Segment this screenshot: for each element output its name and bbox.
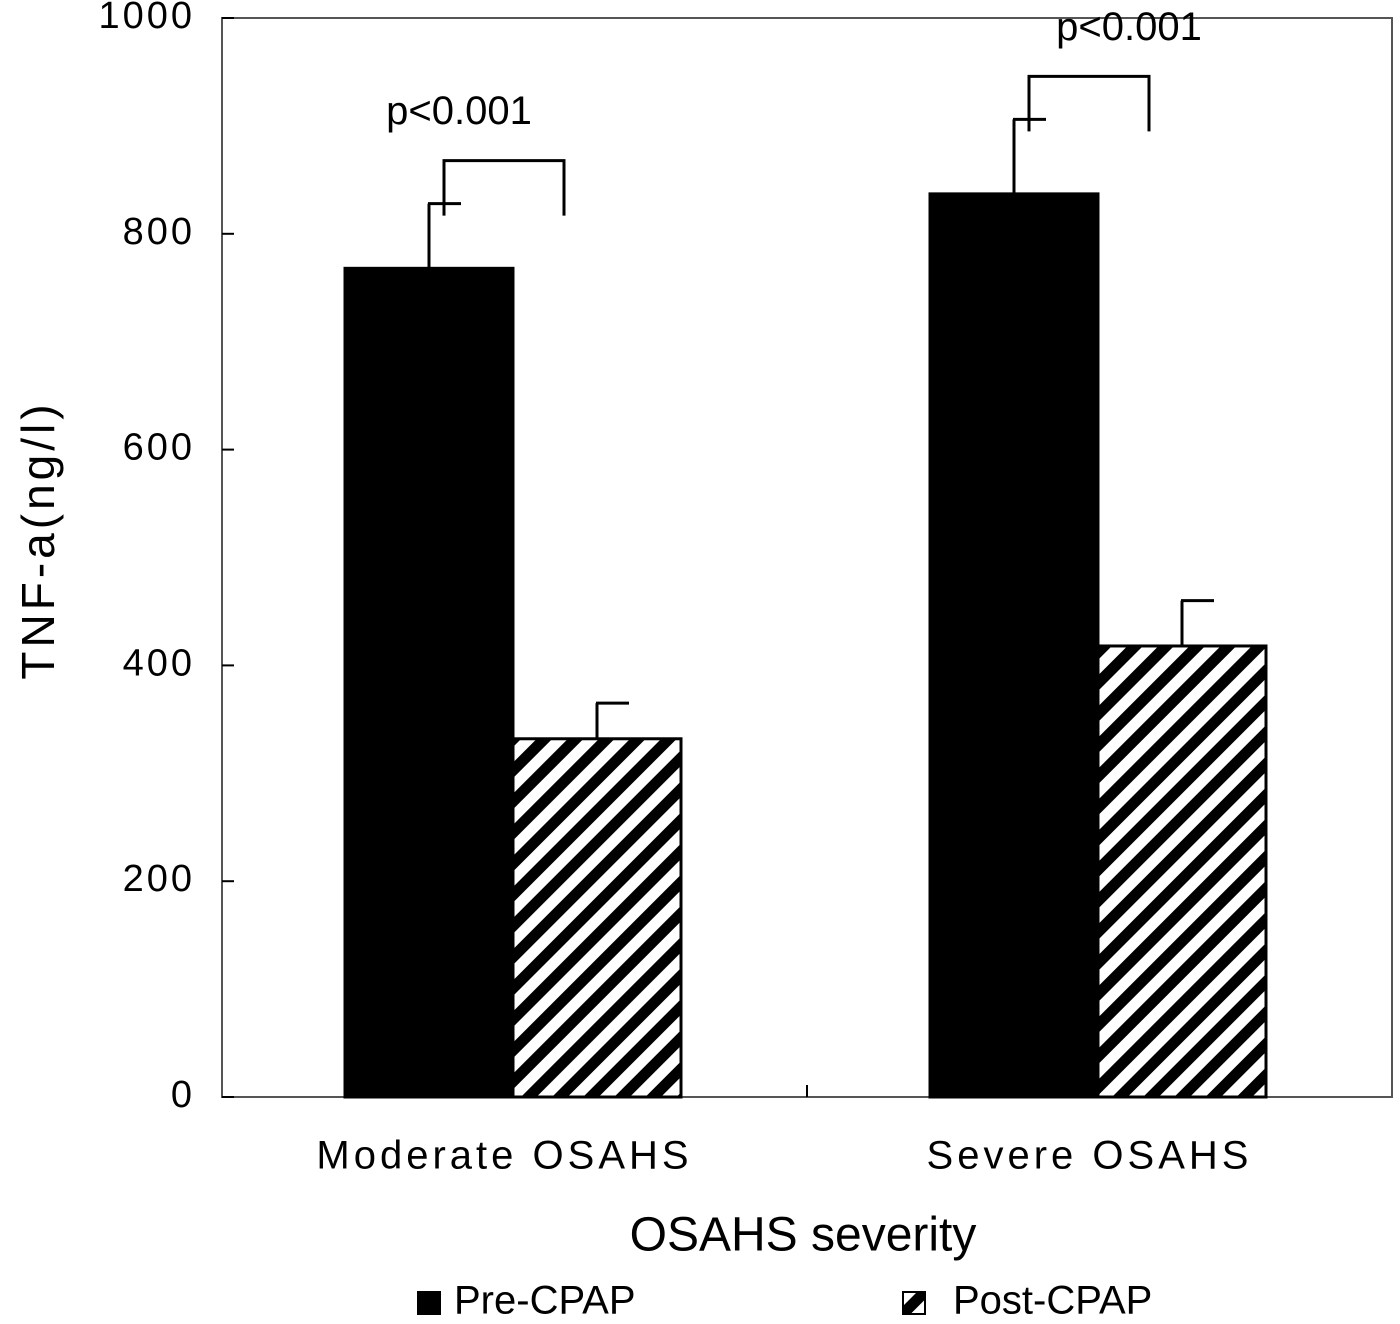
bar: [343, 266, 515, 1099]
bar: [928, 192, 1100, 1099]
legend-label: Post-CPAP: [953, 1279, 1152, 1323]
significance-bracket: [442, 159, 566, 216]
bar: [511, 737, 683, 1099]
annotation: p<0.001: [1056, 5, 1202, 49]
legend-swatch: [417, 1291, 441, 1315]
annotation: p<0.001: [386, 89, 532, 133]
y-axis-title: TNF-a(ng/l): [12, 400, 64, 679]
y-tick-label: 200: [123, 858, 195, 900]
x-tick-label: Severe OSAHS: [927, 1134, 1253, 1178]
x-axis-title: OSAHS severity: [630, 1209, 977, 1262]
y-tick-label: 400: [123, 642, 195, 684]
y-tick-label: 0: [171, 1074, 195, 1116]
x-tick-label: Moderate OSAHS: [316, 1134, 692, 1178]
legend-label: Pre-CPAP: [454, 1279, 636, 1323]
y-tick-label: 800: [123, 211, 195, 253]
significance-bracket: [1027, 74, 1151, 132]
legend-swatch: [902, 1291, 926, 1315]
y-tick-label: 1000: [98, 0, 195, 37]
y-tick-label: 600: [123, 427, 195, 469]
bar: [1096, 644, 1268, 1099]
